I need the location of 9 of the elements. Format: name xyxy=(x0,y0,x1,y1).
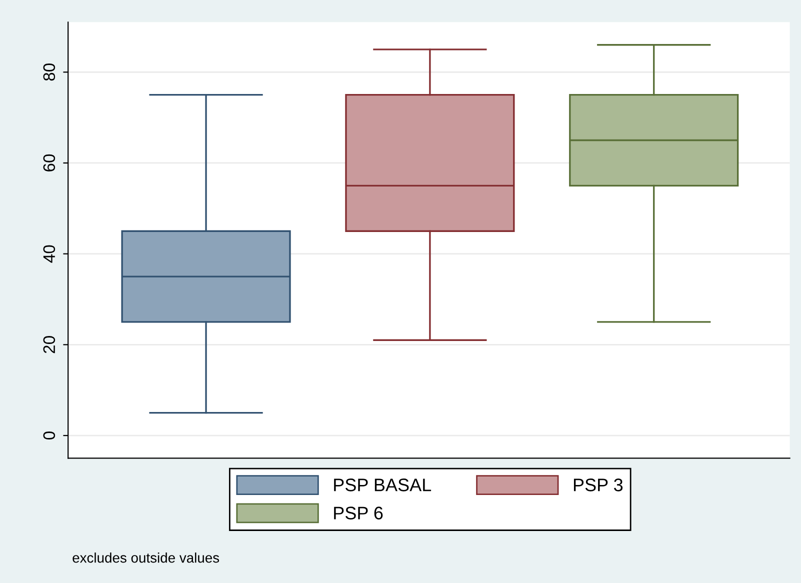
text: excludes outside values xyxy=(72,552,220,563)
legend-label: PSP 3 xyxy=(574,478,623,492)
legend-label: PSP BASAL xyxy=(334,478,432,492)
legend-label: PSP 6 xyxy=(334,506,383,520)
y-tick-label: 0 xyxy=(43,432,56,440)
y-tick-label: 60 xyxy=(43,154,56,172)
y-tick-label: 40 xyxy=(43,245,56,263)
y-tick-label: 20 xyxy=(43,336,56,354)
y-tick-label: 80 xyxy=(43,64,56,81)
